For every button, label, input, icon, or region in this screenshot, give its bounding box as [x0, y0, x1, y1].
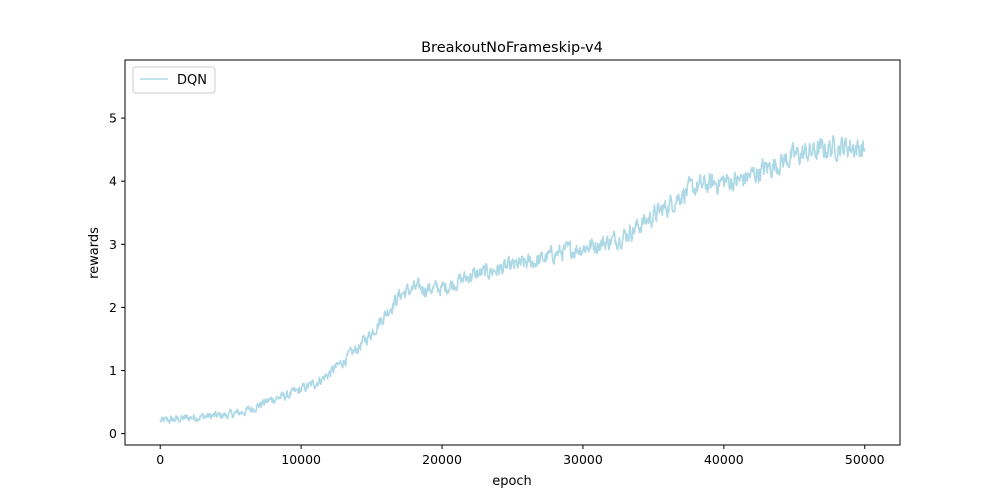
y-tick-label: 3: [109, 237, 117, 252]
y-tick-label: 0: [109, 426, 117, 441]
x-tick-label: 30000: [563, 452, 603, 467]
y-axis: 0 1 2 3 4 5: [109, 111, 125, 441]
y-tick-label: 5: [109, 111, 117, 126]
y-axis-label: rewards: [87, 227, 102, 279]
legend: DQN: [132, 66, 216, 94]
legend-box: [132, 66, 216, 94]
x-tick-label: 20000: [422, 452, 462, 467]
x-tick-label: 50000: [845, 452, 885, 467]
x-tick-label: 0: [156, 452, 164, 467]
legend-label-dqn: DQN: [177, 73, 207, 88]
y-tick-label: 4: [109, 174, 117, 189]
plot-frame: [124, 59, 901, 446]
chart-title: BreakoutNoFrameskip-v4: [421, 40, 603, 56]
x-axis: 0 10000 20000 30000 40000 50000: [156, 445, 885, 467]
plot-area: [124, 59, 901, 446]
y-tick-label: 2: [109, 300, 117, 315]
series-line-dqn: [159, 135, 866, 424]
x-axis-label: epoch: [492, 474, 532, 489]
x-tick-label: 10000: [281, 452, 321, 467]
x-tick-label: 40000: [704, 452, 744, 467]
y-tick-label: 1: [109, 363, 117, 378]
